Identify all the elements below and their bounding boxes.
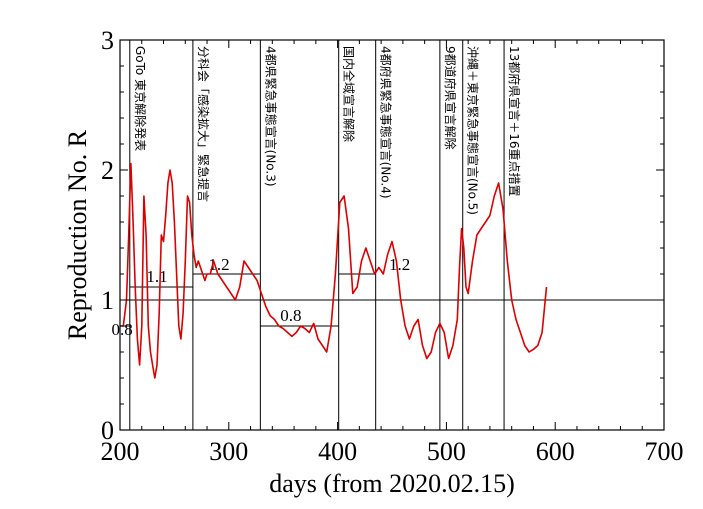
event-annotation: 分科会「感染拡大」緊急提言 xyxy=(196,46,211,202)
x-tick-label: 600 xyxy=(536,437,575,466)
x-tick-label: 700 xyxy=(645,437,684,466)
segment-label: 0.8 xyxy=(112,320,133,339)
y-axis-label: Reproduction No. R xyxy=(63,129,92,340)
segment-label: 1.2 xyxy=(208,255,229,274)
segment-label: 1.1 xyxy=(146,267,167,286)
y-tick-label: 0 xyxy=(101,416,114,445)
y-tick-label: 2 xyxy=(101,156,114,185)
event-annotation: 4都県緊急事態宣言(No.3) xyxy=(263,46,278,187)
event-annotation: 国内全域宣言解除 xyxy=(342,46,357,142)
y-tick-label: 3 xyxy=(101,26,114,55)
event-annotation: 9都道府県宣言解除 xyxy=(443,46,458,150)
event-annotation: 沖縄＋東京緊急事態宣言(No.5) xyxy=(466,46,481,215)
event-annotation: 4都府県緊急事態宣言(No.4) xyxy=(379,46,394,199)
segment-label: 0.8 xyxy=(280,306,301,325)
x-tick-label: 300 xyxy=(209,437,248,466)
x-tick-label: 500 xyxy=(427,437,466,466)
series-line xyxy=(120,162,548,379)
plot-frame xyxy=(119,39,665,431)
segment-layer: 0.8 1.1 1.2 0.8 1.2 xyxy=(112,255,411,339)
event-annotation: GoTo 東京解除発表 xyxy=(133,46,148,151)
tick-layer: 200 300 400 500 600 700 0 1 2 3 xyxy=(101,26,684,466)
y-tick-label: 1 xyxy=(101,286,114,315)
x-tick-label: 400 xyxy=(318,437,357,466)
event-annotation: 13都府県宣言＋16重点措置 xyxy=(507,46,522,197)
annotation-layer: GoTo 東京解除発表 分科会「感染拡大」緊急提言 4都県緊急事態宣言(No.3) 国… xyxy=(129,40,522,430)
segment-label: 1.2 xyxy=(389,255,410,274)
x-tick-label: 200 xyxy=(101,437,140,466)
x-axis-label: days (from 2020.02.15) xyxy=(269,469,515,498)
